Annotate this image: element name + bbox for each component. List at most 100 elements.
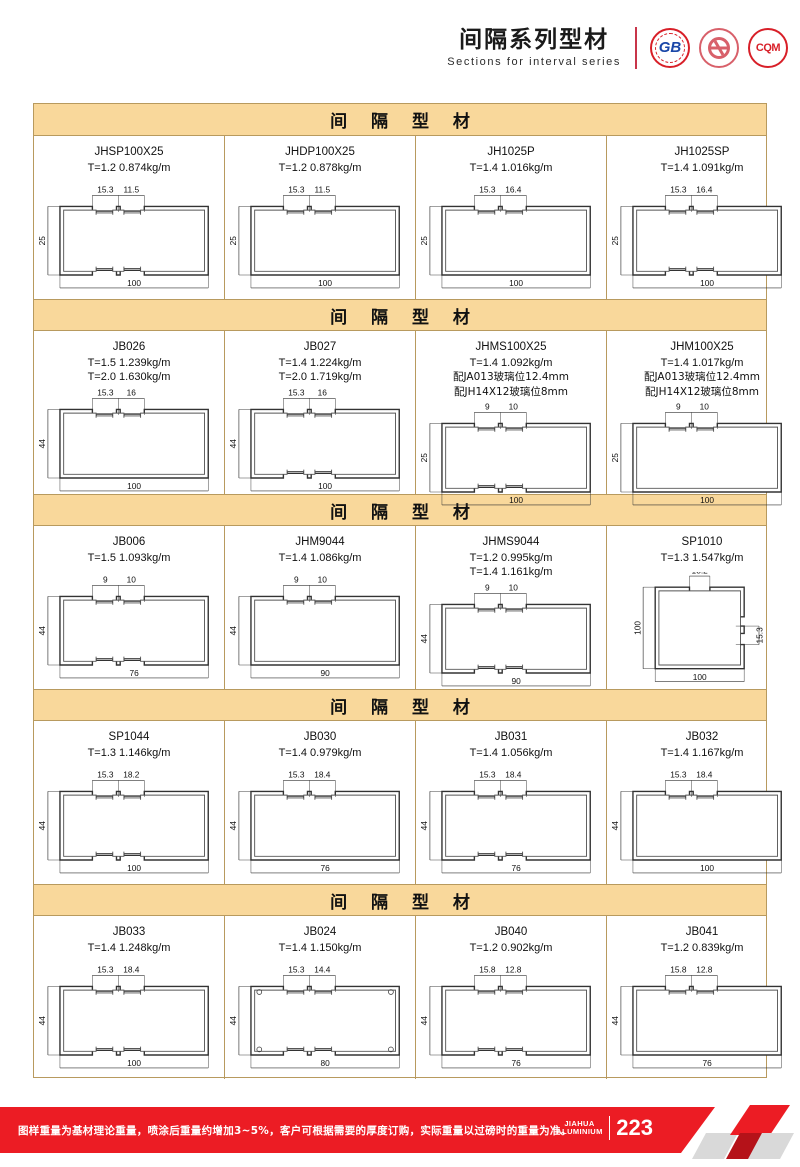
page-subtitle: Sections for interval series xyxy=(447,56,621,69)
svg-text:11.5: 11.5 xyxy=(315,185,331,195)
svg-text:14.4: 14.4 xyxy=(314,965,331,975)
profile-spec: T=1.4 0.979kg/m xyxy=(278,746,362,759)
svg-text:44: 44 xyxy=(419,634,429,644)
brand-name-line2: ALUMINIUM xyxy=(556,1127,603,1136)
profile-cross-section-drawing: 15.8 12.8 44 76 xyxy=(416,955,606,1079)
profile-code: JHSP100X25 xyxy=(94,146,164,158)
profile-cell-jhms100x25[interactable]: JHMS100X25 T=1.4 1.092kg/m 配JA013玻璃位12.4mm… xyxy=(416,331,607,506)
profile-code: JB032 xyxy=(685,731,719,743)
profile-cross-section-drawing: 9 10 25 100 xyxy=(416,399,606,509)
brand-name: JIAHUA ALUMINIUM xyxy=(556,1120,603,1136)
svg-text:10: 10 xyxy=(318,575,328,585)
profile-code: SP1044 xyxy=(108,731,150,743)
svg-text:10: 10 xyxy=(509,402,519,412)
profile-cell-jb026[interactable]: JB026 T=1.5 1.239kg/m T=2.0 1.630kg/m 15.3… xyxy=(34,331,225,494)
gb-logo-ring xyxy=(655,32,685,63)
svg-text:25: 25 xyxy=(419,453,429,463)
page-footer: 图样重量为基材理论重量，喷涂后重量约增加3~5%，客户可根据需要的厚度订购，实际… xyxy=(0,1105,800,1159)
svg-text:100: 100 xyxy=(127,863,141,873)
profile-spec: T=1.4 1.017kg/m xyxy=(660,356,744,369)
profile-cell-jb006[interactable]: JB006 T=1.5 1.093kg/m 9 10 44 76 xyxy=(34,526,225,689)
section-heading: 间 隔 型 材 xyxy=(34,494,766,526)
profile-cell-jb033[interactable]: JB033 T=1.4 1.248kg/m 15.3 18.4 44 100 xyxy=(34,916,225,1079)
profile-spec: T=1.2 0.902kg/m xyxy=(469,941,553,954)
profile-cross-section-drawing: 18.2 100 100 15.3 xyxy=(607,565,797,689)
svg-text:15.3: 15.3 xyxy=(288,185,305,195)
profile-cell-jhdp100x25[interactable]: JHDP100X25 T=1.2 0.878kg/m 15.3 11.5 25 100 xyxy=(225,136,416,299)
profile-cross-section-drawing: 15.3 16 44 100 xyxy=(225,385,415,495)
profile-code: JHMS100X25 xyxy=(475,341,547,353)
svg-text:16.4: 16.4 xyxy=(696,185,713,195)
profile-cell-jb024[interactable]: JB024 T=1.4 1.150kg/m 15.3 14.4 44 80 xyxy=(225,916,416,1079)
profile-cell-jb027[interactable]: JB027 T=1.4 1.224kg/m T=2.0 1.719kg/m 15.3… xyxy=(225,331,416,494)
profile-cell-jb032[interactable]: JB032 T=1.4 1.167kg/m 15.3 18.4 44 100 xyxy=(607,721,797,884)
svg-text:25: 25 xyxy=(228,236,238,246)
page-title: 间隔系列型材 xyxy=(459,26,610,53)
section-heading: 间 隔 型 材 xyxy=(34,884,766,916)
svg-text:18.4: 18.4 xyxy=(696,770,713,780)
profile-cell-jhsp100x25[interactable]: JHSP100X25 T=1.2 0.874kg/m 15.3 11.5 25 100 xyxy=(34,136,225,299)
profile-section: 间 隔 型 材 SP1044 T=1.3 1.146kg/m 15.3 18.2 44 10… xyxy=(34,689,782,884)
svg-text:44: 44 xyxy=(419,821,429,831)
svg-text:44: 44 xyxy=(37,1016,47,1026)
svg-text:15.3: 15.3 xyxy=(288,388,305,398)
profile-cell-jb040[interactable]: JB040 T=1.2 0.902kg/m 15.8 12.8 44 76 xyxy=(416,916,607,1079)
svg-text:10: 10 xyxy=(127,575,137,585)
profile-code: JH1025SP xyxy=(674,146,730,158)
svg-text:44: 44 xyxy=(419,1016,429,1026)
footer-disclaimer: 图样重量为基材理论重量，喷涂后重量约增加3~5%，客户可根据需要的厚度订购，实际… xyxy=(18,1124,572,1137)
svg-text:25: 25 xyxy=(610,236,620,246)
profile-code: JB031 xyxy=(494,731,528,743)
svg-text:44: 44 xyxy=(228,626,238,636)
svg-text:15.8: 15.8 xyxy=(670,965,687,975)
svg-text:18.4: 18.4 xyxy=(314,770,331,780)
svg-text:44: 44 xyxy=(37,821,47,831)
svg-text:100: 100 xyxy=(127,482,141,492)
profile-spec: T=1.4 1.150kg/m xyxy=(278,941,362,954)
profile-cell-sp1010[interactable]: SP1010 T=1.3 1.547kg/m 18.2 100 100 15.3 xyxy=(607,526,797,689)
svg-text:90: 90 xyxy=(320,668,330,678)
profile-cell-sp1044[interactable]: SP1044 T=1.3 1.146kg/m 15.3 18.2 44 100 xyxy=(34,721,225,884)
profile-row: JB033 T=1.4 1.248kg/m 15.3 18.4 44 100 JB024 T=… xyxy=(34,916,782,1079)
profile-code: JHMS9044 xyxy=(482,536,540,548)
profile-cross-section-drawing: 15.3 16.4 25 100 xyxy=(607,175,797,299)
profile-cell-jhm100x25[interactable]: JHM100X25 T=1.4 1.017kg/m 配JA013玻璃位12.4mm … xyxy=(607,331,797,506)
profile-code: JB030 xyxy=(303,731,337,743)
svg-text:25: 25 xyxy=(610,453,620,463)
profile-cross-section-drawing: 15.3 16 44 100 xyxy=(34,385,224,495)
profile-cross-section-drawing: 15.3 18.4 44 76 xyxy=(225,760,415,884)
svg-text:18.4: 18.4 xyxy=(505,770,522,780)
svg-text:76: 76 xyxy=(702,1058,712,1068)
profile-cell-jh1025sp[interactable]: JH1025SP T=1.4 1.091kg/m 15.3 16.4 25 100 xyxy=(607,136,797,299)
profile-code: JB040 xyxy=(494,926,528,938)
svg-text:44: 44 xyxy=(228,821,238,831)
svg-text:15.3: 15.3 xyxy=(288,965,305,975)
svg-text:12.8: 12.8 xyxy=(505,965,522,975)
svg-text:15.3: 15.3 xyxy=(97,388,114,398)
svg-text:9: 9 xyxy=(485,583,490,593)
profile-cell-jb031[interactable]: JB031 T=1.4 1.056kg/m 15.3 18.4 44 76 xyxy=(416,721,607,884)
certification-logo-group: GB CQM xyxy=(650,27,788,68)
section-heading: 间 隔 型 材 xyxy=(34,689,766,721)
svg-text:15.3: 15.3 xyxy=(755,627,765,644)
profile-cell-jb030[interactable]: JB030 T=1.4 0.979kg/m 15.3 18.4 44 76 xyxy=(225,721,416,884)
svg-text:15.3: 15.3 xyxy=(670,185,687,195)
svg-text:44: 44 xyxy=(610,821,620,831)
profile-spec: T=1.3 1.547kg/m xyxy=(660,551,744,564)
profile-cell-jb041[interactable]: JB041 T=1.2 0.839kg/m 15.8 12.8 44 76 xyxy=(607,916,797,1079)
svg-text:15.3: 15.3 xyxy=(97,185,114,195)
profile-code: JHM100X25 xyxy=(670,341,734,353)
svg-text:100: 100 xyxy=(700,278,714,288)
profile-cell-jhm9044[interactable]: JHM9044 T=1.4 1.086kg/m 9 10 44 90 xyxy=(225,526,416,689)
profile-section: 间 隔 型 材 JHSP100X25 T=1.2 0.874kg/m 15.3 11.5… xyxy=(34,104,782,299)
svg-text:15.3: 15.3 xyxy=(479,185,496,195)
svg-text:100: 100 xyxy=(632,621,642,635)
profile-code: JB041 xyxy=(685,926,719,938)
profile-code: JHDP100X25 xyxy=(285,146,355,158)
profile-cell-jh1025p[interactable]: JH1025P T=1.4 1.016kg/m 15.3 16.4 25 100 xyxy=(416,136,607,299)
svg-text:100: 100 xyxy=(693,672,707,682)
svg-text:9: 9 xyxy=(485,402,490,412)
svg-text:9: 9 xyxy=(294,575,299,585)
cqm-logo-label: CQM xyxy=(755,41,781,54)
profile-cell-jhms9044[interactable]: JHMS9044 T=1.2 0.995kg/m T=1.4 1.161kg/m 9… xyxy=(416,526,607,689)
